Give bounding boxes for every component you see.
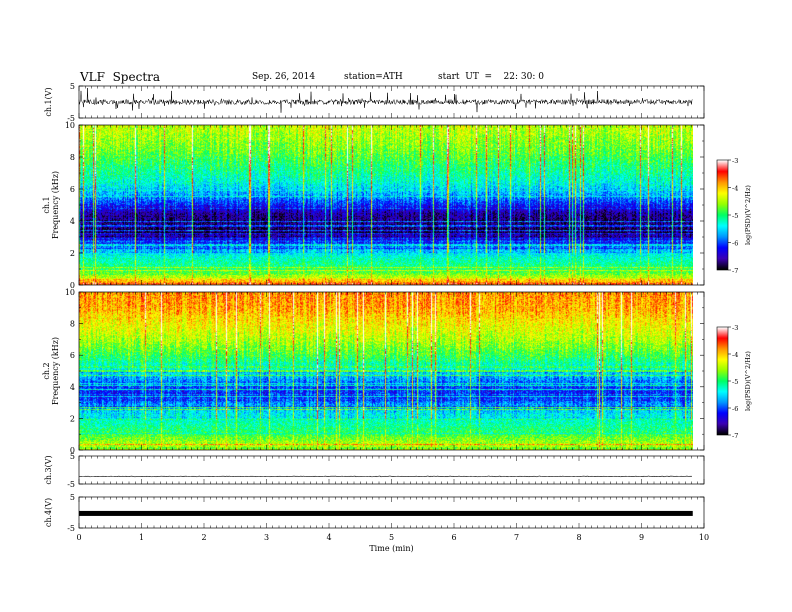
colorbar-tick-label: -7: [732, 432, 738, 440]
x-tick-label: 2: [201, 533, 206, 542]
waveform-ch3: [78, 475, 693, 478]
colorbar-label: log(PSD)(V^2/Hz): [744, 351, 752, 411]
y-tick-label: 8: [70, 153, 75, 162]
chart-title: VLF Spectra: [80, 70, 161, 84]
spectrogram-ch1: [79, 125, 693, 285]
colorbar-tick-label: -4: [732, 351, 738, 359]
x-tick-label: 4: [326, 533, 331, 542]
y-tick-label: 4: [70, 217, 75, 226]
colorbar-tick-label: -4: [732, 185, 738, 193]
y-tick-label: 6: [70, 351, 75, 360]
waveform-ch4: [79, 510, 693, 516]
colorbar-tick-label: -5: [732, 212, 738, 220]
y-axis-label-channel: ch.2: [42, 362, 51, 379]
y-tick-label: 2: [70, 414, 75, 423]
y-tick-label: 5: [70, 493, 75, 502]
x-tick-label: 5: [389, 533, 394, 542]
y-axis-label: ch.4(V): [44, 498, 53, 527]
y-tick-label: 5: [70, 452, 75, 461]
colorbar-label: log(PSD)(V^2/Hz): [744, 185, 752, 245]
x-tick-label: 0: [76, 533, 81, 542]
colorbar-tick-label: -7: [732, 267, 738, 275]
colorbar-tick-label: -6: [732, 405, 738, 413]
start-time-label: start UT = 22: 30: 0: [438, 72, 544, 82]
x-tick-label: 9: [639, 533, 644, 542]
y-tick-label: 4: [70, 383, 75, 392]
y-axis-label-frequency: Frequency (kHz): [51, 171, 60, 239]
station-label: station=ATH: [344, 72, 403, 82]
x-axis-label: Time (min): [369, 544, 413, 553]
x-tick-label: 8: [576, 533, 581, 542]
y-tick-label: 6: [70, 185, 75, 194]
x-tick-label: 6: [451, 533, 456, 542]
y-tick-label: 5: [70, 82, 75, 91]
y-tick-label: 10: [65, 121, 75, 130]
date-label: Sep. 26, 2014: [252, 72, 316, 82]
y-tick-label: 8: [70, 320, 75, 329]
x-tick-label: 3: [264, 533, 269, 542]
y-axis-label: ch.1(V): [44, 87, 53, 116]
x-tick-label: 7: [514, 533, 519, 542]
y-tick-label: 0: [70, 281, 75, 290]
colorbar-tick-label: -3: [732, 324, 738, 332]
y-tick-label: -5: [67, 480, 75, 489]
spectrogram-ch2: [79, 292, 693, 450]
y-tick-label: 10: [65, 288, 75, 297]
y-tick-label: -5: [67, 114, 75, 123]
x-tick-label: 1: [139, 533, 144, 542]
colorbar-ch1: [717, 160, 728, 270]
y-tick-label: 2: [70, 249, 75, 258]
colorbar-tick-label: -6: [732, 240, 738, 248]
colorbar-ch2: [717, 327, 728, 435]
y-axis-label-frequency: Frequency (kHz): [51, 337, 60, 405]
y-axis-label-channel: ch.1: [42, 196, 51, 213]
x-tick-label: 10: [699, 533, 709, 542]
y-tick-label: -5: [67, 524, 75, 533]
waveform-ch1: [78, 87, 693, 113]
colorbar-tick-label: -5: [732, 378, 738, 386]
y-axis-label: ch.3(V): [44, 455, 53, 484]
colorbar-tick-label: -3: [732, 157, 738, 165]
y-tick-label: 0: [70, 446, 75, 455]
